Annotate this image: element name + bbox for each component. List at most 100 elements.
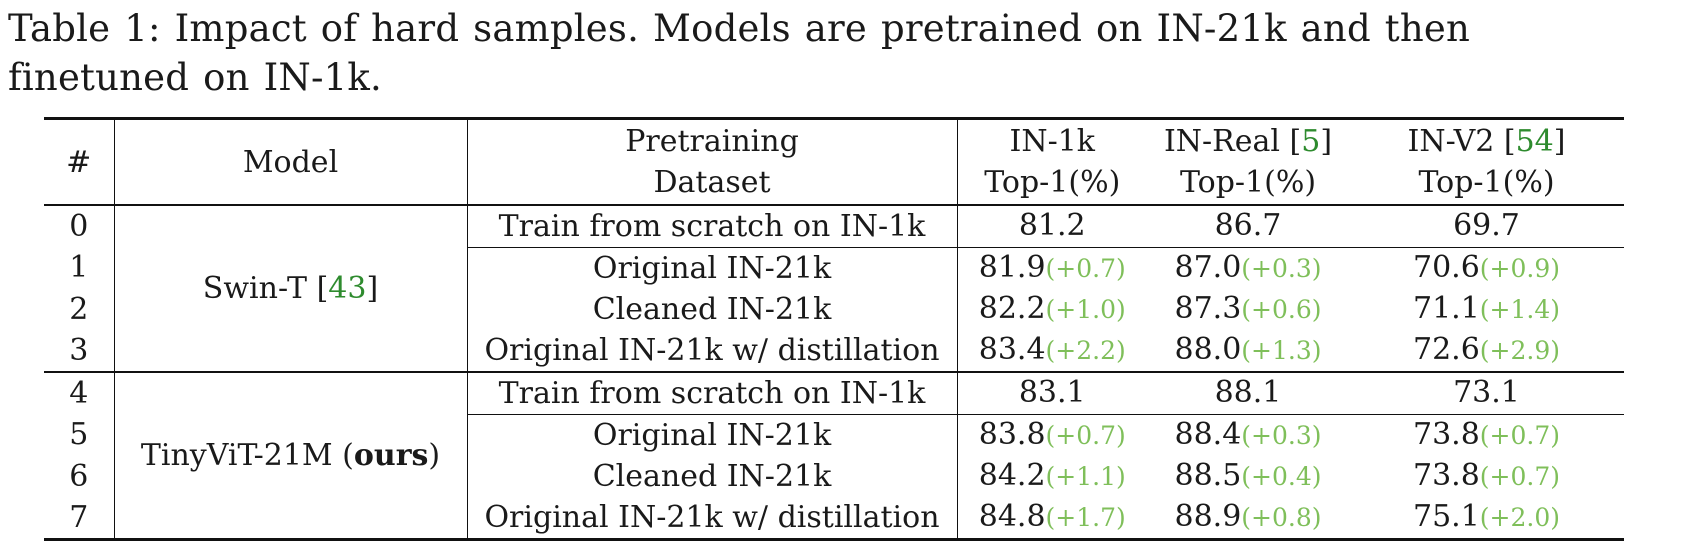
dataset-cell: Cleaned IN-21k [467,289,958,330]
inreal-cell: 88.1 [1147,372,1349,415]
in1k-cell: 84.8(+1.7) [957,497,1147,540]
row-num: 1 [44,247,115,289]
inreal-cell: 86.7 [1147,205,1349,248]
inv2-cell: 73.8(+0.7) [1349,415,1624,457]
value: 83.4 [978,332,1046,367]
delta: (+1.4) [1479,295,1560,324]
table-row: 0 Swin-T [43] Train from scratch on IN-1… [44,205,1624,373]
inreal-cell: 87.3(+0.6) [1147,289,1349,330]
caption-line-1: Table 1: Impact of hard samples. Models … [8,7,1471,50]
value: 81.2 [1018,208,1086,243]
inreal-cell: 88.9(+0.8) [1147,497,1349,540]
value: 88.1 [1214,375,1282,410]
inv2-cell: 72.6(+2.9) [1349,330,1624,372]
citation-link[interactable]: 43 [328,270,367,306]
inreal-cell: 88.0(+1.3) [1147,330,1349,372]
dataset-cell: Original IN-21k [467,247,958,289]
value: 83.1 [1018,375,1086,410]
value: 81.9 [978,250,1046,285]
value: 83.8 [978,417,1046,452]
in1k-cell: 83.8(+0.7) [957,415,1147,457]
dataset-cell: Cleaned IN-21k [467,456,958,497]
value: 84.2 [978,458,1046,493]
table-row: 4 TinyViT-21M (ours) Train from scratch … [44,372,1624,540]
header-inreal: IN-Real [5] Top-1(%) [1163,124,1333,200]
header-inreal-line2: Top-1(%) [1179,165,1317,200]
in1k-cell: 83.4(+2.2) [957,330,1147,372]
header-model: Model [114,118,468,205]
inv2-cell: 75.1(+2.0) [1349,497,1624,540]
value: 87.3 [1174,291,1242,326]
value: 70.6 [1412,250,1480,285]
delta: (+0.7) [1045,421,1126,450]
value: 88.5 [1174,458,1242,493]
delta: (+2.0) [1479,503,1560,532]
model-name: Swin-T [202,270,308,306]
header-num: # [44,118,115,205]
header-inv2-line1: IN-V2 [1407,124,1495,159]
value: 86.7 [1214,208,1282,243]
in1k-cell: 83.1 [957,372,1147,415]
delta: (+0.7) [1045,254,1126,283]
header-in1k-line2: Top-1(%) [984,165,1121,200]
inv2-cell: 70.6(+0.9) [1349,248,1624,290]
delta: (+1.7) [1045,503,1126,532]
value: 71.1 [1412,291,1480,326]
dataset-cell: Original IN-21k w/ distillation [467,330,958,372]
value: 88.0 [1174,332,1242,367]
results-table: # Model Pretraining Dataset IN-1k Top-1(… [44,117,1624,541]
header-inv2: IN-V2 [54] Top-1(%) [1407,124,1566,200]
table-row: 7 Original IN-21k w/ distillation 84.8(+… [44,497,1624,540]
value: 72.6 [1412,332,1480,367]
row-num: 3 [44,330,115,372]
delta: (+1.0) [1045,295,1126,324]
row-num: 7 [44,497,115,540]
inv2-cell: 73.8(+0.7) [1349,456,1624,497]
inv2-cell: 73.1 [1349,372,1624,415]
value: 88.4 [1174,417,1242,452]
citation-link[interactable]: 54 [1515,124,1554,159]
value: 69.7 [1453,208,1520,243]
row-num: 6 [44,456,115,497]
delta: (+0.7) [1479,421,1560,450]
value: 73.1 [1453,375,1520,410]
header-in1k-line1: IN-1k [1009,124,1095,159]
header-inv2-line2: Top-1(%) [1418,165,1555,200]
citation-link[interactable]: 5 [1301,124,1321,159]
delta: (+1.3) [1241,336,1322,365]
header-pretraining-dataset: Pretraining Dataset [467,118,958,205]
table-row: 6 Cleaned IN-21k 84.2(+1.1) 88.5(+0.4) 7… [44,456,1624,497]
row-num: 4 [44,372,115,415]
row-num: 0 [44,205,115,248]
model-cell: TinyViT-21M (ours) [114,372,468,540]
in1k-cell: 84.2(+1.1) [957,456,1147,497]
dataset-cell: Original IN-21k [467,414,958,456]
value: 87.0 [1174,250,1242,285]
model-suffix: ours [353,437,429,473]
value: 73.8 [1412,417,1480,452]
inreal-cell: 87.0(+0.3) [1147,248,1349,290]
table-row: 5 Original IN-21k 83.8(+0.7) 88.4(+0.3) … [44,414,1624,457]
inreal-cell: 88.5(+0.4) [1147,456,1349,497]
delta: (+0.8) [1241,503,1322,532]
header-inreal-line1: IN-Real [1163,124,1280,159]
value: 84.8 [978,499,1046,534]
model-cell: Swin-T [43] [114,205,468,373]
table-row: 2 Cleaned IN-21k 82.2(+1.0) 87.3(+0.6) 7… [44,289,1624,330]
inv2-cell: 69.7 [1349,205,1624,248]
header-row: # Model Pretraining Dataset IN-1k Top-1(… [44,118,1624,205]
in1k-cell: 82.2(+1.0) [957,289,1147,330]
dataset-cell: Train from scratch on IN-1k [467,372,958,415]
row-num: 5 [44,414,115,456]
table-caption: Table 1: Impact of hard samples. Models … [8,4,1678,102]
dataset-cell: Original IN-21k w/ distillation [467,497,958,540]
value: 73.8 [1412,458,1480,493]
header-pretraining-line2: Dataset [653,165,771,200]
dataset-cell: Train from scratch on IN-1k [467,205,958,248]
model-name: TinyViT-21M [140,437,333,473]
delta: (+0.4) [1241,462,1322,491]
delta: (+2.9) [1479,336,1560,365]
in1k-cell: 81.9(+0.7) [957,248,1147,290]
value: 82.2 [978,291,1046,326]
delta: (+1.1) [1045,462,1126,491]
